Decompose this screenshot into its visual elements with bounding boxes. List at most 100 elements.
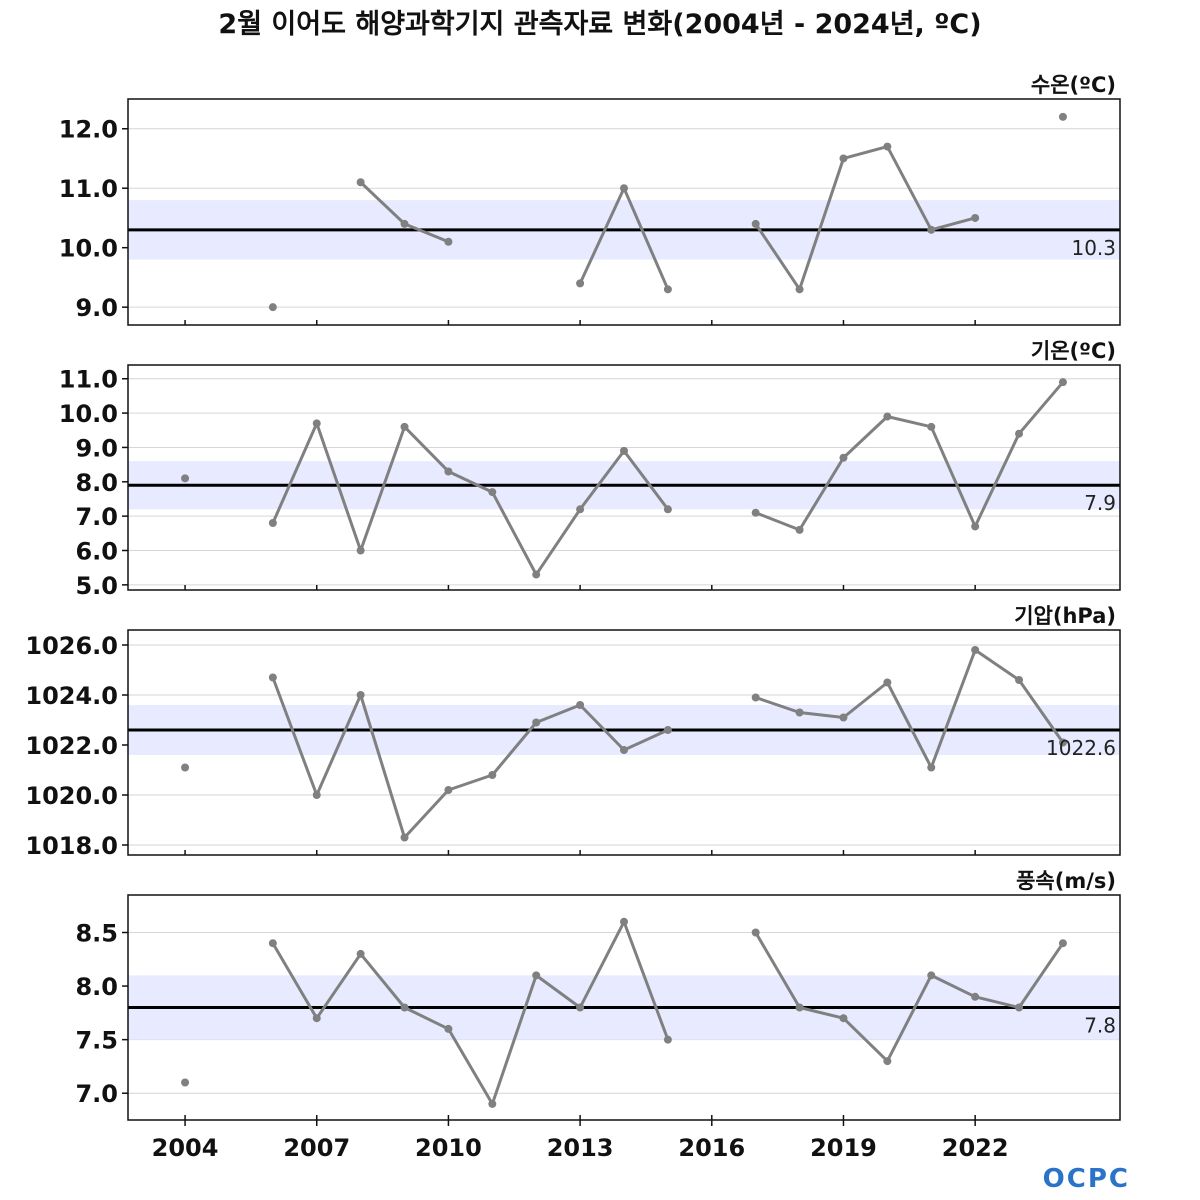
plot-area [128, 112, 1120, 312]
y-tick-label: 11.0 [59, 175, 118, 203]
plot-area [128, 917, 1120, 1108]
x-tick-label: 2016 [678, 1134, 745, 1162]
data-point [268, 303, 277, 312]
data-point [927, 971, 936, 980]
ocpc-logo: OCPC [1043, 1164, 1130, 1194]
series-line [755, 381, 1065, 532]
data-point [488, 1099, 497, 1108]
data-point [795, 708, 804, 717]
data-point [751, 508, 760, 517]
data-point [751, 219, 760, 228]
data-point [1015, 429, 1024, 438]
y-tick-label: 5.0 [75, 572, 118, 600]
data-point [268, 519, 277, 528]
panel-frame [127, 98, 1121, 326]
data-point [444, 1024, 453, 1033]
data-point [532, 570, 541, 579]
y-tick-label: 12.0 [59, 116, 118, 144]
data-point [444, 467, 453, 476]
y-tick-label: 11.0 [59, 366, 118, 394]
data-point [1015, 1003, 1024, 1012]
x-tick-label: 2022 [942, 1134, 1009, 1162]
x-tick-label: 2010 [415, 1134, 482, 1162]
plot-area [128, 644, 1120, 846]
panel-frame [127, 894, 1121, 1121]
y-tick-label: 9.0 [75, 294, 118, 322]
series-line [271, 920, 670, 1106]
data-point [927, 422, 936, 431]
series-line [754, 931, 1065, 1063]
panel-3: 풍속(m/s) 7.8 7.0 7.5 8.0 8.5 [75, 869, 1121, 1121]
plot-area [128, 378, 1120, 586]
y-tick-label: 1018.0 [25, 832, 118, 860]
data-point [181, 474, 190, 483]
y-tick-label: 1026.0 [25, 632, 118, 660]
mean-value-label: 1022.6 [1046, 736, 1116, 760]
panel-1: 기온(ºC) 7.9 5.0 6.0 7.0 8.0 9.0 10.0 11.0 [59, 339, 1121, 600]
panel-label: 풍속(m/s) [1016, 869, 1116, 893]
data-point [312, 1014, 321, 1023]
y-tick-label: 7.0 [75, 503, 118, 531]
data-point [663, 1035, 672, 1044]
data-point [1058, 738, 1067, 747]
y-tick-label: 7.5 [75, 1027, 118, 1055]
data-point [576, 1003, 585, 1012]
series-line [755, 648, 1065, 769]
y-tick-label: 1020.0 [25, 782, 118, 810]
data-point [839, 453, 848, 462]
data-point [1058, 112, 1067, 121]
data-point [356, 949, 365, 958]
data-point [795, 1003, 804, 1012]
data-point [576, 701, 585, 709]
data-point [444, 786, 453, 794]
data-point [663, 505, 672, 514]
y-tick-label: 1024.0 [25, 682, 118, 710]
data-point [268, 673, 277, 682]
panel-2: 기압(hPa) 1022.6 1018.0 1020.0 1022.0 1024.0 102… [25, 604, 1121, 860]
data-point [883, 1057, 892, 1066]
panels: 수온(ºC) 10.3 9.0 10.0 11.0 12.0 기온(ºC) 7.9 5.0 6.0… [25, 73, 1121, 1121]
data-point [663, 285, 672, 294]
data-point [663, 726, 672, 734]
panel-label: 수온(ºC) [1031, 73, 1116, 97]
y-tick-label: 6.0 [75, 537, 118, 565]
data-point [576, 279, 585, 288]
panel-label: 기압(hPa) [1014, 604, 1116, 628]
data-point [488, 771, 497, 779]
data-point [181, 763, 190, 772]
data-point [927, 763, 936, 772]
data-point [356, 178, 365, 187]
y-tick-label: 1022.0 [25, 732, 118, 760]
data-point [971, 522, 980, 531]
data-point [268, 939, 277, 948]
panel-frame [127, 364, 1121, 591]
data-point [795, 525, 804, 534]
data-point [400, 219, 409, 228]
x-tick-label: 2019 [810, 1134, 877, 1162]
data-point [181, 1078, 190, 1087]
data-point [356, 691, 365, 699]
data-point [839, 713, 848, 722]
data-point [1058, 378, 1067, 387]
data-point [883, 412, 892, 421]
data-point [839, 154, 848, 163]
data-point [312, 419, 321, 428]
data-point [839, 1014, 848, 1023]
data-point [883, 142, 892, 151]
data-point [751, 928, 760, 937]
data-point [971, 646, 980, 654]
data-point [620, 746, 628, 754]
y-tick-label: 8.5 [75, 920, 118, 948]
data-point [751, 693, 760, 702]
y-tick-label: 10.0 [59, 400, 118, 428]
data-point [795, 285, 804, 294]
data-point [620, 184, 628, 193]
data-point [312, 791, 321, 799]
data-point [576, 505, 585, 514]
data-point [400, 833, 409, 842]
data-point [883, 678, 892, 687]
series-line [271, 421, 670, 577]
x-tick-label: 2007 [283, 1134, 350, 1162]
data-point [532, 718, 541, 727]
data-point [1015, 676, 1024, 684]
